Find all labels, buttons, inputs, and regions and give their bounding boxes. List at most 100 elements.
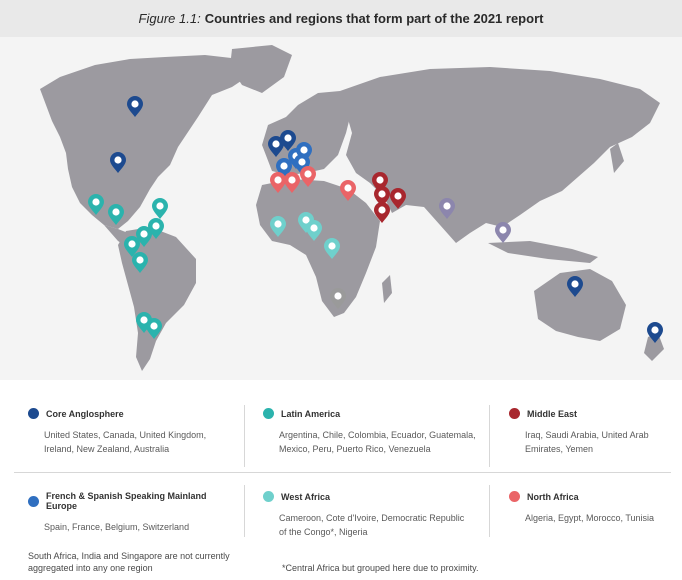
map-pin-icon xyxy=(374,202,390,223)
map-pin-center xyxy=(272,140,280,148)
legend-color-swatch xyxy=(28,495,39,507)
map-pin-center xyxy=(310,224,318,232)
legend: Core Anglosphere United States, Canada, … xyxy=(0,390,682,580)
map-pin-icon xyxy=(300,166,316,187)
map-pin-center xyxy=(378,206,386,214)
legend-title: Core Anglosphere xyxy=(46,408,124,419)
asia xyxy=(340,67,660,243)
map-pin-icon xyxy=(132,252,148,273)
map-pin-icon xyxy=(340,180,356,201)
map-pin-center xyxy=(499,226,507,234)
map-pin-icon xyxy=(110,152,126,173)
japan xyxy=(610,143,624,173)
map-pin-center xyxy=(92,198,100,206)
legend-countries: Algeria, Egypt, Morocco, Tunisia xyxy=(525,513,655,523)
legend-divider xyxy=(14,472,671,473)
map-pin-icon xyxy=(374,186,390,207)
map-pin-icon xyxy=(324,238,340,259)
map-pin-center xyxy=(334,292,342,300)
map-pin-center xyxy=(274,220,282,228)
map-pin-icon xyxy=(136,226,152,247)
note-unaggregated: South Africa, India and Singapore are no… xyxy=(28,551,230,573)
map-pin-icon xyxy=(270,172,286,193)
location-pins xyxy=(88,96,663,343)
legend-countries: Iraq, Saudi Arabia, United Arab Emirates… xyxy=(525,430,649,454)
map-pin-icon xyxy=(280,130,296,151)
world-map-svg xyxy=(40,45,664,371)
legend-title: French & Spanish Speaking Mainland Europ… xyxy=(46,491,207,511)
legend-title: North Africa xyxy=(527,491,579,502)
map-pin-center xyxy=(284,134,292,142)
map-pin-icon xyxy=(270,216,286,237)
map-pin-center xyxy=(378,190,386,198)
map-pin-icon xyxy=(647,322,663,343)
africa xyxy=(256,179,380,317)
legend-north-africa: North Africa Algeria, Egypt, Morocco, Tu… xyxy=(509,491,669,525)
map-pin-center xyxy=(288,176,296,184)
legend-title: Latin America xyxy=(281,408,341,419)
indonesia xyxy=(488,241,598,263)
map-pin-icon xyxy=(124,236,140,257)
map-pin-center xyxy=(344,184,352,192)
map-pin-center xyxy=(140,230,148,238)
legend-color-swatch xyxy=(263,491,274,502)
new-zealand xyxy=(644,333,664,361)
map-pin-center xyxy=(136,256,144,264)
north-america xyxy=(40,55,250,229)
map-pin-center xyxy=(152,222,160,230)
figure-label: Figure 1.1: xyxy=(138,11,201,26)
legend-countries: Spain, France, Belgium, Switzerland xyxy=(44,522,190,532)
map-pin-icon xyxy=(88,194,104,215)
legend-color-swatch xyxy=(509,491,520,502)
map-pin-icon xyxy=(330,288,346,309)
figure-header: Figure 1.1: Countries and regions that f… xyxy=(0,0,682,37)
map-pin-center xyxy=(112,208,120,216)
map-pin-center xyxy=(280,162,288,170)
map-pin-center xyxy=(128,240,136,248)
map-pin-icon xyxy=(268,136,284,157)
map-pin-center xyxy=(150,322,158,330)
map-pin-center xyxy=(156,202,164,210)
europe xyxy=(262,91,352,175)
legend-west-africa: West Africa Cameroon, Cote d'Ivoire, Dem… xyxy=(263,491,473,539)
legend-countries: United States, Canada, United Kingdom, I… xyxy=(44,430,207,454)
map-pin-icon xyxy=(390,188,406,209)
map-pin-center xyxy=(376,176,384,184)
map-pin-center xyxy=(300,146,308,154)
map-pin-center xyxy=(302,216,310,224)
map-pin-icon xyxy=(127,96,143,117)
map-pin-center xyxy=(131,100,139,108)
map-pin-center xyxy=(651,326,659,334)
map-pin-icon xyxy=(146,318,162,339)
map-pin-icon xyxy=(148,218,164,239)
legend-color-swatch xyxy=(28,408,39,419)
legend-color-swatch xyxy=(263,408,274,419)
legend-title: Middle East xyxy=(527,408,578,419)
map-pin-icon xyxy=(495,222,511,243)
legend-latin-america: Latin America Argentina, Chile, Colombia… xyxy=(263,408,478,456)
world-map xyxy=(0,37,682,380)
legend-middle-east: Middle East Iraq, Saudi Arabia, United A… xyxy=(509,408,669,456)
legend-divider xyxy=(244,485,245,537)
map-pin-center xyxy=(298,158,306,166)
legend-countries: Argentina, Chile, Colombia, Ecuador, Gua… xyxy=(279,430,476,454)
map-pin-center xyxy=(140,316,148,324)
map-pin-icon xyxy=(108,204,124,225)
legend-french-spanish-europe: French & Spanish Speaking Mainland Europ… xyxy=(28,491,240,534)
map-pin-center xyxy=(328,242,336,250)
legend-divider xyxy=(244,405,245,467)
map-pin-icon xyxy=(439,198,455,219)
legend-title: West Africa xyxy=(281,491,331,502)
map-pin-icon xyxy=(152,198,168,219)
legend-color-swatch xyxy=(509,408,520,419)
legend-countries: Cameroon, Cote d'Ivoire, Democratic Repu… xyxy=(279,513,465,537)
legend-core-anglosphere: Core Anglosphere United States, Canada, … xyxy=(28,408,233,456)
legend-divider xyxy=(489,485,490,537)
map-pin-center xyxy=(443,202,451,210)
map-pin-center xyxy=(304,170,312,178)
note-central-africa: *Central Africa but grouped here due to … xyxy=(282,563,479,573)
map-pin-center xyxy=(394,192,402,200)
figure-title: Countries and regions that form part of … xyxy=(204,11,544,26)
greenland xyxy=(230,45,292,93)
australia xyxy=(534,269,626,341)
